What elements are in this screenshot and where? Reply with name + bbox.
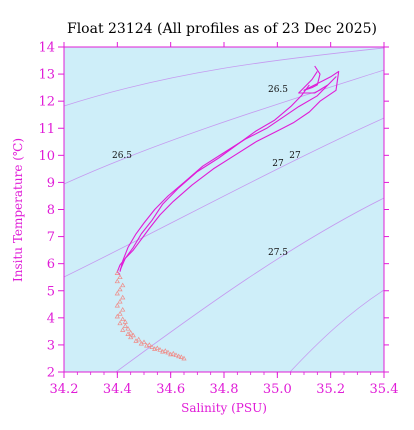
data-point xyxy=(114,270,120,275)
data-point xyxy=(114,302,120,308)
data-point xyxy=(130,332,136,338)
data-point xyxy=(117,298,123,304)
data-point xyxy=(160,348,166,354)
data-point xyxy=(149,344,155,349)
data-point xyxy=(114,278,120,284)
chart-title: Float 23124 (All profiles as of 23 Dec 2… xyxy=(67,21,377,37)
y-tick-label: 11 xyxy=(38,122,55,137)
data-point xyxy=(162,348,168,353)
y-axis-label: Insitu Temperature (℃) xyxy=(11,138,25,282)
data-point xyxy=(157,347,163,352)
data-point xyxy=(152,346,158,351)
data-point xyxy=(144,342,150,348)
data-point xyxy=(173,352,179,358)
y-tick-label: 14 xyxy=(38,41,55,56)
profile-line xyxy=(119,71,337,272)
data-point xyxy=(117,320,123,326)
isopycnal-curve xyxy=(63,47,385,107)
isopycnal-curve xyxy=(63,69,385,185)
isopycnal-curve xyxy=(115,197,385,373)
y-tick-label: 6 xyxy=(47,257,55,272)
y-tick-label: 5 xyxy=(47,284,55,299)
data-point xyxy=(117,311,123,316)
isopycnal-label: 26.5 xyxy=(112,151,132,161)
data-point xyxy=(178,354,184,359)
y-tick-label: 4 xyxy=(47,311,55,326)
x-tick-label: 34.2 xyxy=(50,382,79,397)
y-tick-label: 10 xyxy=(38,149,55,164)
data-point xyxy=(122,323,128,328)
data-point xyxy=(146,342,152,347)
x-tick-label: 35.0 xyxy=(263,382,292,397)
x-tick-label: 35.2 xyxy=(316,382,345,397)
data-point xyxy=(181,355,187,361)
data-point xyxy=(154,345,160,351)
axis-layer: 34.2 34.4 34.6 34.8 35.0 35.2 35.4 2 3 4 5 6 7 8 9 10 11… xyxy=(38,41,398,398)
x-tick-label: 34.6 xyxy=(156,382,185,397)
x-tick-label: 35.4 xyxy=(370,382,399,397)
isopycnal-curve xyxy=(289,289,385,373)
data-point xyxy=(141,339,147,345)
data-point xyxy=(170,350,176,356)
data-point xyxy=(176,353,182,359)
plot-background xyxy=(64,47,384,372)
data-point xyxy=(117,274,123,280)
data-point xyxy=(125,331,131,336)
data-point xyxy=(114,290,120,296)
y-tick-label: 13 xyxy=(38,68,55,83)
data-point xyxy=(128,334,134,340)
isopycnal-label: 27.5 xyxy=(268,248,288,258)
x-axis-label: Salinity (PSU) xyxy=(181,401,267,415)
y-tick-label: 12 xyxy=(38,95,55,110)
profile-line xyxy=(119,84,310,271)
data-point xyxy=(125,325,131,331)
data-point xyxy=(136,336,142,342)
isopycnal-label: 27 xyxy=(289,151,301,161)
data-point xyxy=(120,294,126,300)
y-tick-label: 2 xyxy=(47,366,55,381)
y-tick-label: 7 xyxy=(47,230,55,245)
x-tick-label: 34.4 xyxy=(103,382,132,397)
data-point xyxy=(168,351,174,357)
data-point xyxy=(120,306,126,312)
data-point xyxy=(117,286,123,292)
x-tick-label: 34.8 xyxy=(210,382,239,397)
data-point xyxy=(165,349,171,355)
isopycnal-curve xyxy=(63,117,385,278)
series-layer xyxy=(114,65,340,361)
isopycnal-layer: 26.5 26.5 27 27 27.5 xyxy=(63,47,385,373)
isopycnal-label: 26.5 xyxy=(268,85,288,95)
data-point xyxy=(120,282,126,288)
data-point xyxy=(114,313,120,319)
data-point xyxy=(120,327,126,332)
y-tick-label: 8 xyxy=(47,203,55,218)
data-point xyxy=(120,316,126,322)
y-tick-label: 3 xyxy=(47,338,55,353)
data-point xyxy=(138,340,144,346)
data-point xyxy=(128,329,134,335)
y-tick-label: 9 xyxy=(47,176,55,191)
isopycnal-label: 27 xyxy=(272,159,284,169)
data-point xyxy=(133,338,139,343)
